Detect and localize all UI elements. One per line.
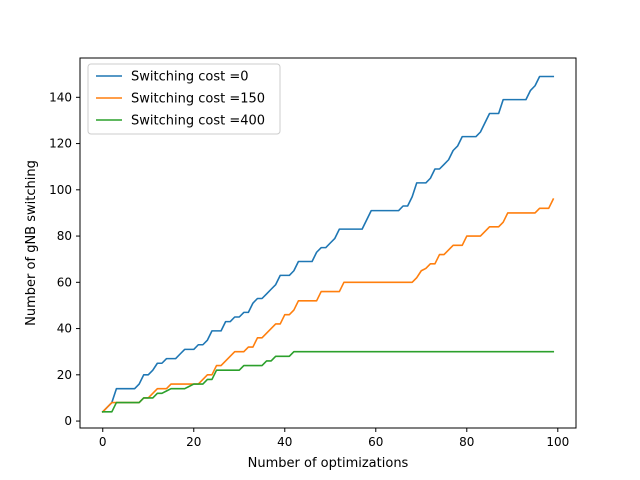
x-tick-label-2: 40 — [277, 435, 292, 449]
y-axis-ticks: 0 20 40 60 80 100 120 140 — [49, 90, 80, 428]
x-tick-label-3: 60 — [368, 435, 383, 449]
y-tick-label-1: 20 — [57, 368, 72, 382]
y-tick-label-3: 60 — [57, 275, 72, 289]
legend: Switching cost =0 Switching cost =150 Swit… — [87, 63, 281, 135]
series-line-2 — [101, 350, 555, 413]
legend-box — [87, 63, 281, 135]
x-tick-label-5: 100 — [546, 435, 569, 449]
y-tick-label-4: 80 — [57, 229, 72, 243]
legend-label-2: Switching cost =400 — [131, 114, 265, 129]
y-tick-label-6: 120 — [49, 137, 72, 151]
x-axis-ticks: 0 20 40 60 80 100 — [99, 428, 569, 449]
y-tick-label-5: 100 — [49, 183, 72, 197]
legend-label-0: Switching cost =0 — [131, 70, 248, 85]
series-line-0 — [101, 75, 555, 413]
x-tick-label-1: 20 — [186, 435, 201, 449]
x-tick-label-0: 0 — [99, 435, 107, 449]
x-axis-label: Number of optimizations — [248, 456, 409, 471]
series-layer — [101, 75, 555, 413]
x-tick-label-4: 80 — [459, 435, 474, 449]
y-tick-label-0: 0 — [64, 414, 72, 428]
y-tick-label-2: 40 — [57, 322, 72, 336]
series-line-1 — [101, 197, 555, 413]
plot-frame — [79, 57, 577, 429]
y-axis-label: Number of gNB switching — [24, 160, 39, 326]
y-tick-label-7: 140 — [49, 90, 72, 104]
legend-label-1: Switching cost =150 — [131, 92, 265, 107]
